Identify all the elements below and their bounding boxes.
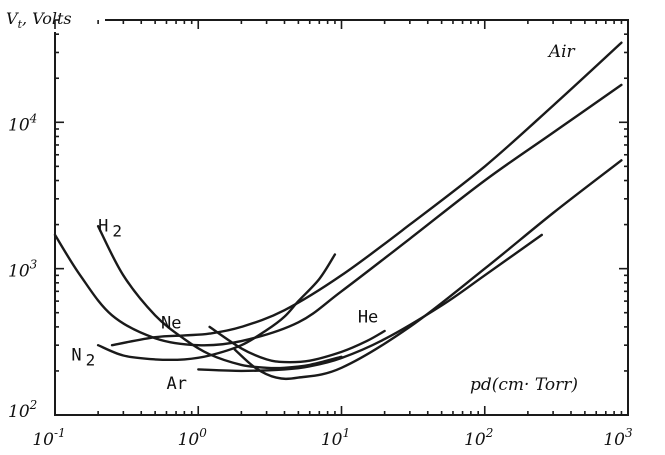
- series-curves: [53, 41, 623, 381]
- series-curve-unlabeled-6: [233, 159, 623, 381]
- series-curve-h2: [96, 225, 343, 370]
- x-tick-label: 100: [178, 426, 208, 450]
- series-label-he: He: [358, 307, 378, 327]
- y-tick-label: 103: [8, 258, 38, 282]
- series-curve-ar: [197, 233, 543, 373]
- x-tick-label: 101: [321, 426, 350, 450]
- series-label-ar: Ar: [166, 374, 186, 394]
- x-tick-label: 10-1: [32, 426, 65, 450]
- axis-ticks: 10-1 100 101 102 103 102 103 104: [8, 19, 633, 450]
- series-curve-n2: [96, 253, 337, 362]
- series-curve-he: [208, 325, 386, 364]
- y-tick-label: 104: [8, 111, 37, 135]
- x-tick-label: 102: [464, 426, 493, 450]
- y-axis-label: Vt, Volts: [6, 9, 72, 31]
- series-label-ne: Ne: [161, 313, 181, 333]
- series-label-air: Air: [547, 42, 576, 62]
- series-curve-ne: [53, 83, 623, 347]
- series-curve-air: [110, 41, 623, 347]
- series-labels: Air H 2 N 2 Ne He Ar: [71, 42, 575, 394]
- y-tick-label: 102: [8, 398, 37, 422]
- x-tick-label: 103: [603, 426, 633, 450]
- x-axis-label: pd(cm· Torr): [470, 375, 578, 395]
